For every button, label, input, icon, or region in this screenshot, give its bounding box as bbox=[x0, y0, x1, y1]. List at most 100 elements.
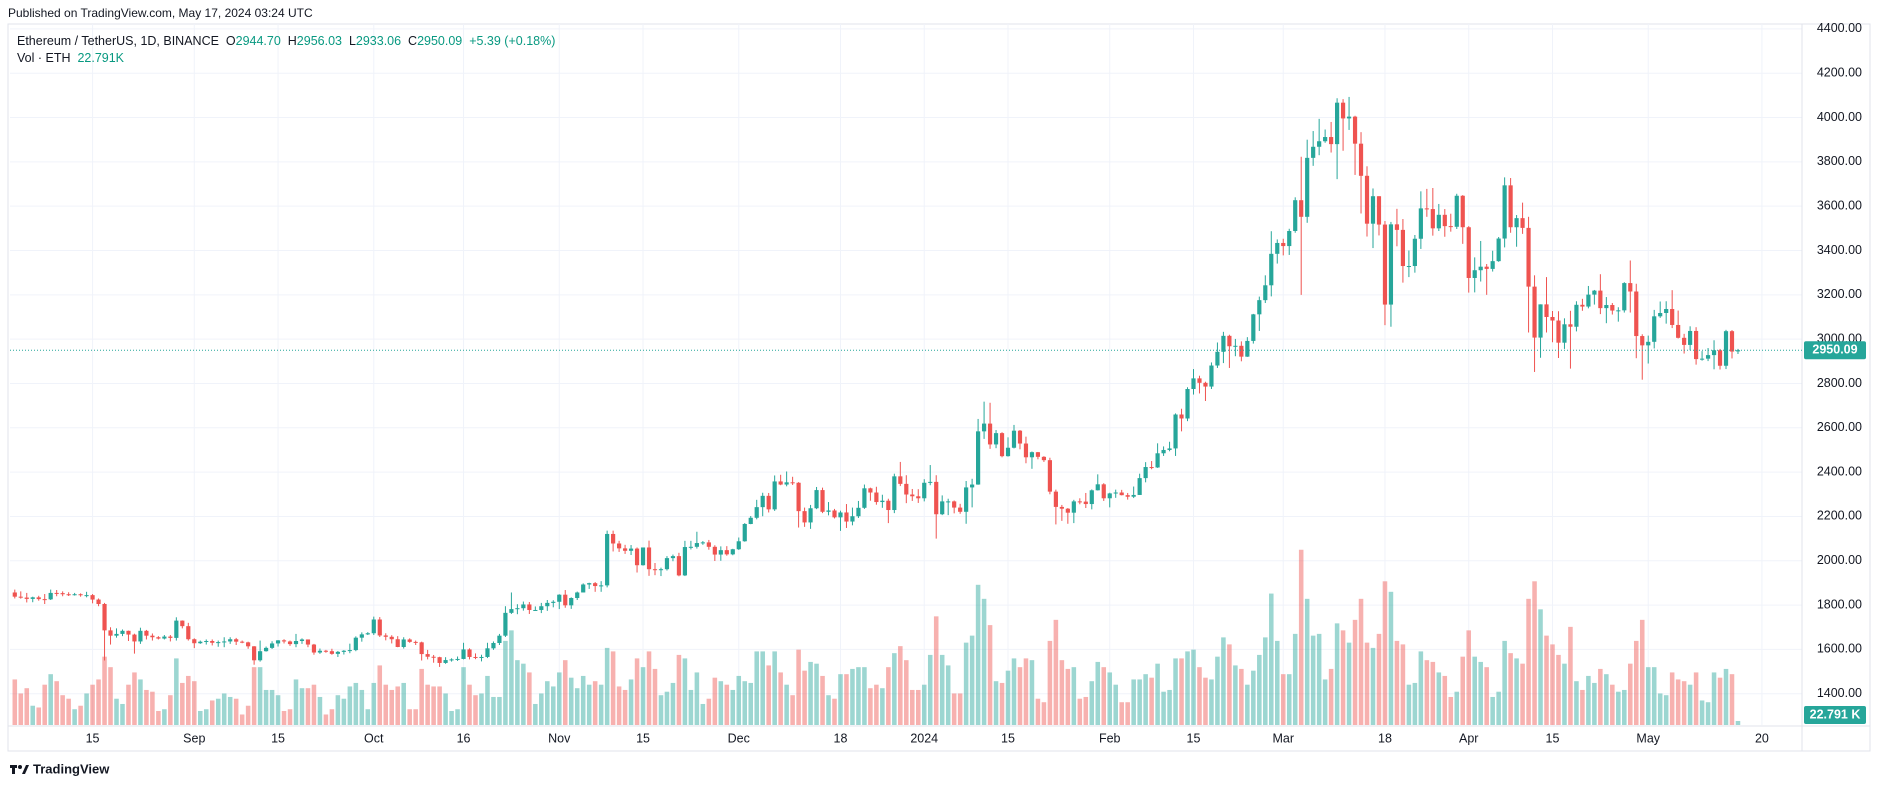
volume-bar bbox=[515, 660, 520, 725]
candle-body bbox=[1729, 331, 1735, 352]
volume-bar bbox=[682, 658, 688, 725]
candle-body bbox=[455, 658, 460, 660]
candle-body bbox=[987, 423, 993, 445]
candle-body bbox=[1346, 116, 1352, 119]
volume-bar bbox=[317, 696, 323, 725]
volume-bar bbox=[1269, 593, 1274, 725]
volume-bar bbox=[1047, 640, 1053, 725]
candle-body bbox=[509, 609, 514, 613]
candle-body bbox=[275, 640, 281, 644]
volume-title: Vol · ETH bbox=[17, 51, 71, 65]
volume-bar bbox=[311, 684, 317, 725]
volume-bar bbox=[449, 710, 454, 725]
candle-body bbox=[682, 547, 688, 576]
volume-bar bbox=[467, 684, 472, 725]
volume-bar bbox=[1568, 626, 1573, 725]
candle-body bbox=[180, 620, 185, 627]
candle-body bbox=[60, 593, 65, 595]
volume-bar bbox=[245, 705, 251, 725]
volume-bar bbox=[694, 672, 700, 725]
candle-body bbox=[1658, 312, 1663, 317]
x-tick-label: 18 bbox=[1378, 731, 1392, 745]
symbol-legend: Ethereum / TetherUS, 1D, BINANCE O2944.7… bbox=[17, 34, 555, 48]
volume-bar bbox=[485, 675, 490, 725]
candle-body bbox=[1077, 501, 1082, 503]
volume-bar bbox=[1161, 691, 1166, 725]
volume-bar bbox=[1376, 633, 1382, 725]
volume-bar bbox=[993, 681, 999, 725]
volume-bar bbox=[1167, 689, 1172, 725]
candle-body bbox=[1233, 345, 1238, 347]
volume-bar bbox=[814, 663, 819, 725]
volume-bar bbox=[1005, 670, 1011, 725]
candle-body bbox=[377, 619, 382, 636]
candle-body bbox=[30, 597, 35, 599]
candle-body bbox=[449, 659, 454, 661]
candle-body bbox=[838, 512, 843, 518]
candle-body bbox=[1442, 214, 1447, 227]
candle-body bbox=[1119, 492, 1124, 496]
candle-body bbox=[1011, 430, 1017, 448]
candle-body bbox=[1382, 224, 1388, 305]
candle-body bbox=[1293, 200, 1298, 231]
volume-bar bbox=[1352, 619, 1358, 725]
candle-body bbox=[970, 484, 975, 488]
volume-bar bbox=[72, 709, 77, 725]
volume-bar bbox=[1388, 591, 1394, 725]
candle-body bbox=[742, 523, 747, 542]
volume-bar bbox=[168, 695, 173, 725]
volume-bar bbox=[610, 651, 616, 725]
candle-body bbox=[1059, 506, 1064, 509]
candle-body bbox=[790, 482, 795, 484]
candle-body bbox=[1628, 283, 1633, 292]
volume-bar bbox=[192, 681, 197, 725]
candle-body bbox=[922, 482, 927, 499]
volume-bar bbox=[437, 686, 442, 725]
volume-bar bbox=[999, 682, 1005, 725]
candle-body bbox=[1592, 290, 1597, 295]
candle-body bbox=[1173, 414, 1178, 449]
volume-bar bbox=[562, 660, 568, 725]
candle-body bbox=[1574, 304, 1579, 327]
volume-bar bbox=[832, 698, 837, 725]
volume-bar bbox=[521, 663, 526, 725]
candle-body bbox=[1215, 351, 1220, 366]
volume-bar bbox=[820, 675, 825, 725]
y-tick-label: 2000.00 bbox=[1817, 553, 1862, 567]
volume-bar bbox=[1735, 721, 1741, 725]
candle-body bbox=[269, 643, 275, 648]
y-tick-label: 3400.00 bbox=[1817, 243, 1862, 257]
volume-bar bbox=[850, 668, 855, 725]
candle-body bbox=[1364, 175, 1370, 224]
volume-bar bbox=[1340, 630, 1346, 725]
candle-body bbox=[359, 634, 364, 638]
volume-bar bbox=[1651, 667, 1657, 725]
y-tick-label: 4200.00 bbox=[1817, 65, 1862, 79]
x-tick-label: 20 bbox=[1755, 731, 1769, 745]
volume-bar bbox=[1011, 658, 1017, 725]
volume-bar bbox=[868, 688, 873, 725]
volume-bar bbox=[1490, 696, 1495, 725]
candle-body bbox=[820, 490, 825, 512]
candle-body bbox=[323, 650, 329, 652]
volume-bar bbox=[383, 684, 389, 725]
volume-bar bbox=[1729, 674, 1735, 725]
volume-value: 22.791K bbox=[77, 51, 125, 65]
candle-body bbox=[1711, 350, 1717, 356]
candle-body bbox=[1311, 146, 1316, 158]
candle-body bbox=[874, 492, 879, 503]
candle-body bbox=[132, 634, 137, 642]
volume-bar bbox=[162, 709, 167, 725]
candle-body bbox=[1580, 304, 1585, 307]
volume-bar bbox=[431, 686, 436, 725]
candle-body bbox=[66, 594, 71, 596]
volume-bar bbox=[778, 672, 783, 725]
volume-bar bbox=[353, 682, 359, 725]
candle-body bbox=[964, 487, 969, 512]
volume-bar bbox=[60, 695, 65, 725]
volume-bar bbox=[1263, 637, 1268, 725]
published-note: Published on TradingView.com, May 17, 20… bbox=[8, 6, 313, 20]
volume-bar bbox=[1598, 668, 1603, 725]
candle-body bbox=[928, 481, 933, 483]
volume-bar bbox=[1574, 681, 1579, 725]
